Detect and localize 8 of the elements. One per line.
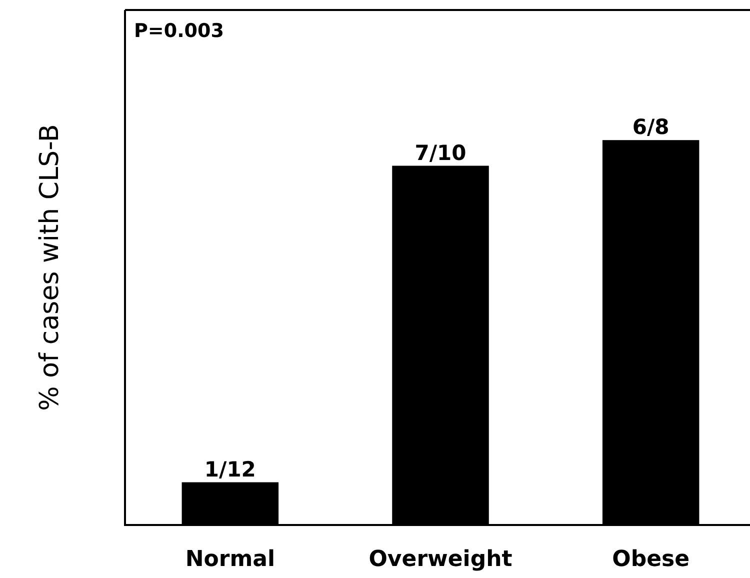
x-tick-label: Obese [612,547,690,572]
y-axis-title: % of cases with CLS-B [35,124,65,411]
data-label: 1/12 [204,457,256,482]
data-label: 6/8 [632,115,670,140]
text: P=0.003 [134,20,224,42]
x-tick-label: Normal [185,547,276,572]
x-tick-label: Overweight [368,547,513,572]
data-label: 7/10 [414,140,466,165]
